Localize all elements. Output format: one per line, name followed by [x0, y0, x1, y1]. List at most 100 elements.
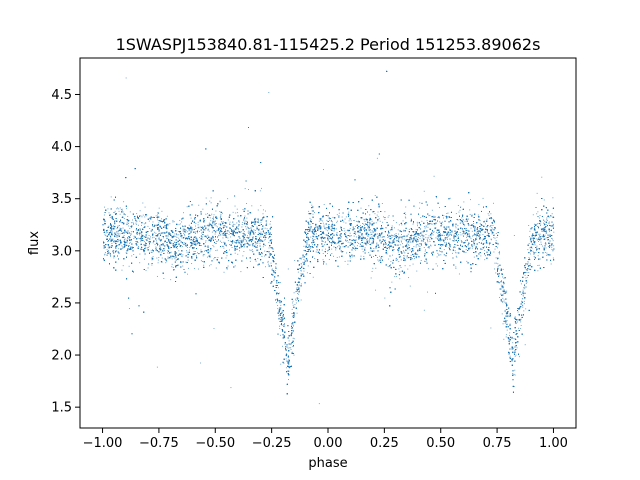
data-point [122, 246, 124, 248]
data-point [291, 351, 293, 353]
data-point [118, 248, 120, 250]
data-point [379, 236, 381, 238]
data-point [528, 225, 530, 226]
data-point [352, 244, 354, 246]
data-point [399, 256, 401, 258]
data-point [458, 247, 460, 249]
data-point [536, 248, 538, 250]
data-point [333, 255, 334, 257]
data-point [364, 225, 365, 227]
data-point [257, 209, 259, 211]
data-point [117, 240, 119, 242]
data-point [116, 228, 118, 229]
data-point [155, 246, 157, 248]
data-point [222, 234, 224, 236]
data-point [417, 253, 419, 255]
data-point [497, 258, 498, 260]
data-point [195, 231, 197, 233]
data-point [281, 324, 283, 326]
data-point [216, 229, 218, 231]
data-point [364, 242, 366, 244]
data-point [214, 220, 216, 222]
data-point [510, 348, 512, 350]
data-point [131, 227, 132, 229]
data-point [433, 241, 435, 243]
data-point [467, 232, 469, 234]
data-point [120, 230, 122, 231]
data-point [455, 225, 457, 227]
data-point [368, 205, 370, 207]
data-point [408, 228, 410, 230]
data-point [497, 266, 499, 268]
data-point [480, 243, 482, 245]
data-point [401, 224, 403, 226]
data-point [261, 219, 263, 221]
data-point [404, 212, 406, 214]
data-point [513, 338, 515, 339]
data-point [257, 244, 258, 246]
data-point [111, 243, 113, 244]
data-point [359, 229, 361, 231]
data-point [545, 242, 547, 244]
data-point [282, 315, 284, 317]
data-point [349, 254, 350, 256]
data-point [197, 268, 199, 270]
data-point [300, 273, 302, 275]
data-point [175, 235, 177, 237]
data-point [439, 221, 441, 223]
data-point [161, 210, 163, 212]
data-point [273, 280, 275, 281]
data-point [194, 251, 196, 252]
data-point [393, 240, 395, 242]
data-point [258, 220, 259, 222]
data-point [314, 239, 316, 240]
data-point [338, 215, 340, 217]
data-point [170, 247, 172, 249]
data-point [520, 325, 522, 326]
data-point [230, 387, 232, 389]
data-point [117, 232, 119, 234]
data-point [325, 241, 327, 243]
data-point [259, 241, 261, 243]
data-point [418, 245, 420, 247]
data-point [197, 227, 199, 229]
data-point [397, 233, 399, 235]
data-point [190, 238, 192, 240]
data-point [345, 222, 347, 224]
data-point [190, 217, 192, 219]
data-point [133, 254, 135, 255]
data-point [431, 234, 433, 236]
data-point [357, 221, 359, 223]
data-point [105, 235, 107, 237]
data-point [493, 251, 495, 253]
data-point [553, 245, 555, 247]
data-point [384, 297, 386, 299]
data-point [509, 332, 511, 334]
data-point [181, 237, 183, 239]
data-point [178, 224, 180, 226]
data-point [157, 214, 159, 216]
data-point [354, 242, 356, 244]
data-point [325, 263, 327, 265]
data-point [548, 235, 550, 237]
data-point [264, 227, 266, 229]
data-point [458, 234, 460, 236]
data-point [499, 296, 500, 298]
data-point [387, 236, 389, 238]
data-point [250, 232, 252, 234]
data-point [535, 241, 536, 243]
data-point [155, 215, 157, 217]
data-point [530, 253, 532, 255]
data-point [210, 197, 212, 199]
data-point [407, 233, 409, 235]
data-point [244, 220, 246, 222]
data-point [104, 234, 106, 236]
data-point [113, 239, 115, 241]
data-point [429, 239, 431, 241]
data-point [457, 219, 459, 221]
data-point [330, 229, 332, 231]
data-point [345, 240, 347, 242]
data-point [107, 250, 109, 251]
data-point [524, 274, 526, 276]
data-point [264, 255, 265, 257]
